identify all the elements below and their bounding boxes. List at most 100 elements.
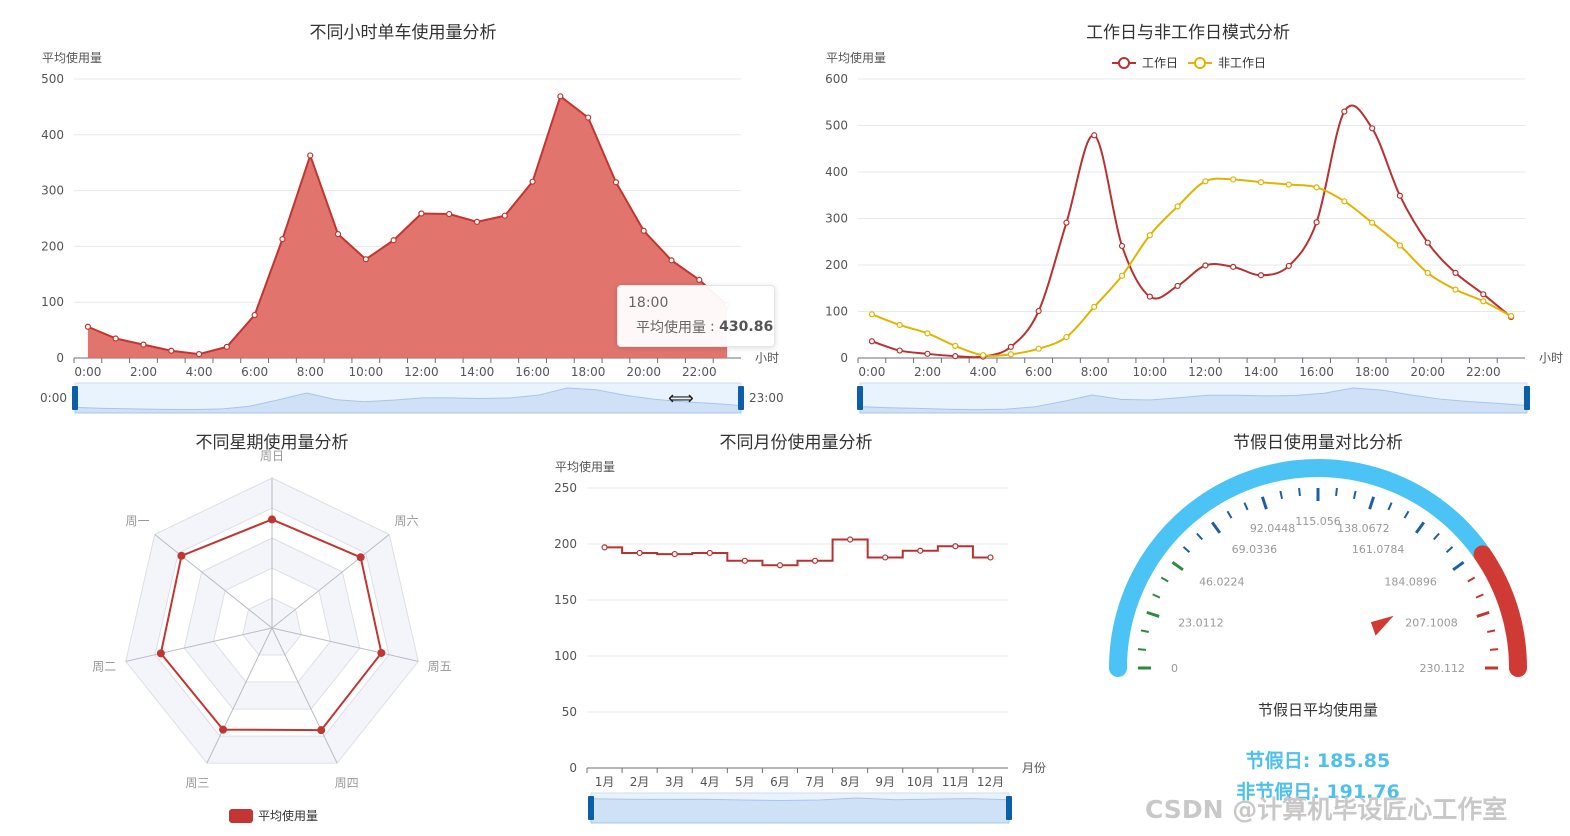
y-tick-label: 100 [554, 649, 577, 663]
x-tick-label: 14:00 [460, 365, 495, 379]
legend-label: 工作日 [1142, 56, 1178, 70]
series-point-1 [1341, 198, 1348, 205]
datazoom-end-label: 23:00 [749, 391, 784, 405]
series-point-0 [1424, 239, 1431, 246]
series-point-0 [1452, 269, 1459, 277]
legend-item-0: 工作日 [1112, 56, 1178, 70]
y-tick-label: 500 [825, 119, 848, 133]
series-point-0 [1118, 242, 1126, 250]
resize-cursor-icon: ⟺ [668, 388, 694, 409]
legend-marker [1194, 57, 1206, 69]
gauge-minor-tick [1433, 532, 1440, 541]
gauge-split-label: 92.0448 [1250, 522, 1296, 535]
datazoom-handle-left [588, 796, 594, 820]
series-point-0 [1091, 132, 1098, 139]
hourly-point [140, 341, 147, 348]
series-point-0 [896, 347, 903, 354]
gauge-split-label: 46.0224 [1199, 576, 1245, 589]
gauge-minor-tick [1403, 510, 1410, 519]
series-point-1 [1424, 269, 1431, 277]
series-point-1 [1007, 351, 1014, 358]
hourly-point [362, 256, 369, 263]
hourly-point [390, 237, 397, 244]
series-point-1 [1035, 345, 1042, 352]
series-point-0 [1313, 219, 1320, 226]
gauge-minor-tick [1335, 487, 1338, 497]
gauge-minor-tick [1140, 629, 1149, 634]
series-point-1 [1230, 176, 1237, 183]
series-line-1 [871, 177, 1512, 357]
x-axis-label: 月份 [1022, 761, 1046, 775]
hourly-point [612, 179, 620, 186]
x-tick-label: 12:00 [404, 365, 439, 379]
x-tick-label: 12:00 [1188, 365, 1223, 379]
monthly-point [882, 554, 889, 561]
monthly-point [811, 557, 819, 564]
hourly-point [195, 350, 203, 358]
hourly-point [696, 276, 703, 283]
x-tick-label: 18:00 [571, 365, 606, 379]
x-tick-label: 2:00 [130, 365, 157, 379]
series-point-1 [1146, 232, 1153, 239]
x-tick-label: 10月 [907, 775, 934, 789]
monthly-point [917, 547, 924, 554]
series-point-0 [952, 353, 959, 360]
gauge-split-label: 115.056 [1295, 515, 1341, 528]
x-axis-label: 小时 [1539, 351, 1563, 365]
series-point-0 [1035, 307, 1042, 315]
datazoom-handle-right [1524, 386, 1530, 410]
hourly-line [87, 94, 728, 356]
series-point-1 [1285, 181, 1292, 188]
chart-title: 不同星期使用量分析 [196, 432, 349, 453]
gauge-major-tick [1476, 610, 1490, 618]
x-tick-label: 14:00 [1244, 365, 1279, 379]
series-point-0 [1007, 343, 1014, 350]
radar-spoke [271, 627, 419, 662]
radar-series-line [159, 518, 383, 732]
radar-point [219, 725, 228, 734]
gauge-minor-tick [1182, 546, 1191, 553]
datazoom-start-label: 0:00 [40, 391, 67, 405]
tooltip-title: 18:00 [628, 295, 669, 311]
series-point-1 [1396, 242, 1404, 249]
datazoom-handle-right [1006, 796, 1012, 820]
x-tick-label: 22:00 [1466, 365, 1501, 379]
gauge-split-label: 184.0896 [1384, 576, 1437, 589]
series-point-0 [1257, 272, 1265, 279]
monthly-step-line [604, 538, 991, 567]
x-tick-label: 10:00 [1133, 365, 1168, 379]
radar-indicator-label: 周一 [126, 514, 150, 528]
hourly-point [529, 178, 536, 185]
monthly-point [636, 549, 643, 557]
radar-spoke [125, 627, 273, 662]
series-point-1 [1257, 179, 1265, 186]
monthly-point [847, 536, 854, 543]
gauge-split-label: 0 [1171, 662, 1178, 675]
x-tick-label: 0:00 [858, 365, 885, 379]
gauge-minor-tick [1445, 546, 1454, 553]
series-point-0 [1146, 293, 1153, 300]
series-point-0 [1396, 192, 1404, 199]
gauge-split-label: 138.0672 [1337, 522, 1390, 535]
chart-title: 工作日与非工作日模式分析 [1086, 23, 1290, 43]
series-point-0 [1202, 262, 1209, 269]
gauge-minor-tick [1160, 576, 1169, 583]
y-axis-label: 平均使用量 [826, 50, 886, 65]
non-holiday-value-text: 非节假日: 191.76 [1236, 781, 1400, 803]
gauge-detail-title: 节假日平均使用量 [1258, 701, 1378, 719]
series-point-1 [1480, 298, 1487, 305]
gauge-progress-arc [1109, 459, 1492, 677]
hourly-point [640, 227, 647, 234]
tooltip-series-name: 平均使用量 [636, 320, 706, 336]
radar-point [356, 553, 365, 562]
tooltip-value: 430.86 [719, 319, 774, 335]
series-point-1 [979, 352, 987, 359]
x-tick-label: 20:00 [1410, 365, 1445, 379]
legend-label: 平均使用量 [258, 808, 318, 823]
datazoom-handle-left [72, 386, 78, 410]
gauge-split-label: 207.1008 [1405, 617, 1458, 630]
hourly-point [168, 347, 175, 354]
hourly-point [223, 343, 230, 350]
